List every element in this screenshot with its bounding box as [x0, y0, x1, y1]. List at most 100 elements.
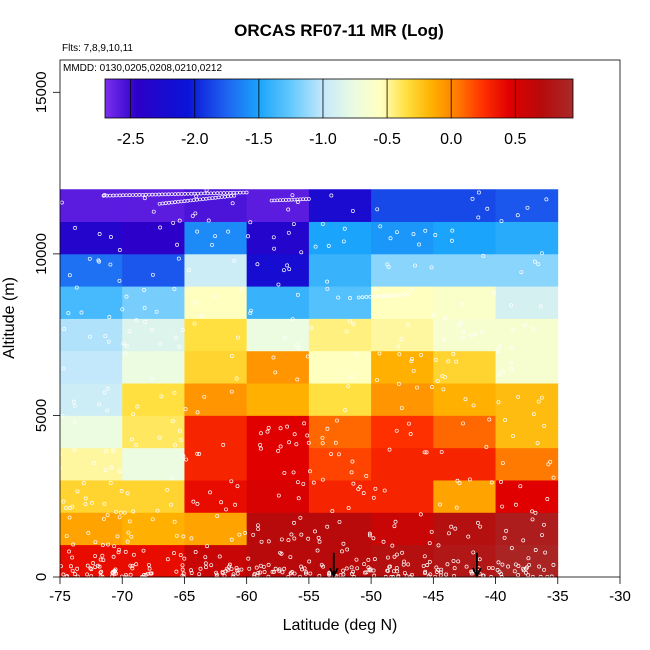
sample-point: [451, 352, 456, 356]
sample-point: [247, 566, 252, 571]
sample-point: [155, 508, 160, 513]
sample-point: [434, 569, 439, 574]
sample-point: [466, 534, 471, 539]
heatmap-cell: [495, 253, 559, 287]
sample-point: [87, 256, 92, 261]
sample-point: [111, 448, 116, 453]
sample-point: [546, 462, 551, 467]
sample-point: [386, 568, 390, 573]
sample-point: [371, 536, 376, 541]
sample-point: [97, 402, 101, 407]
sample-point: [457, 481, 462, 486]
sample-point: [181, 534, 186, 539]
heatmap-cell: [495, 415, 559, 449]
heatmap-cell: [308, 480, 372, 513]
sample-point: [320, 477, 325, 482]
sample-point: [358, 484, 363, 489]
sample-point: [361, 491, 366, 496]
marker-arrow-head: [328, 567, 339, 579]
sample-point: [63, 505, 68, 510]
sample-point: [237, 532, 242, 537]
sample-point: [521, 538, 526, 543]
sample-point: [83, 502, 88, 507]
sample-point: [470, 196, 475, 201]
sample-point: [173, 443, 178, 448]
heatmap-cell: [246, 480, 310, 513]
sample-point: [341, 572, 346, 577]
sample-point: [214, 572, 219, 577]
sample-point: [130, 566, 135, 571]
heatmap-cell: [60, 512, 123, 546]
sample-point: [419, 353, 424, 357]
heatmap-cell: [246, 447, 310, 481]
sample-point: [538, 304, 543, 309]
sample-point: [172, 286, 177, 291]
sample-point: [527, 562, 532, 567]
sample-point: [150, 272, 155, 277]
x-axis: -75 -70 -65 -60 -55 -50 -45 -40 -35 -30: [49, 577, 631, 605]
sample-point: [411, 232, 416, 237]
sample-point: [410, 357, 414, 361]
sample-point: [433, 233, 438, 237]
sample-point: [413, 263, 417, 268]
sample-point: [61, 499, 66, 504]
sample-point: [111, 554, 116, 559]
sample-point: [62, 327, 67, 331]
sample-point: [177, 218, 182, 223]
sample-point: [371, 568, 376, 573]
sample-point: [366, 565, 371, 570]
sample-point: [184, 457, 189, 462]
heatmap-cell: [433, 189, 496, 222]
sample-point: [69, 564, 73, 569]
sample-point: [337, 519, 342, 524]
heatmap-cell: [122, 221, 185, 255]
sample-point: [101, 516, 106, 521]
sample-point: [151, 209, 156, 214]
sample-point: [536, 399, 541, 404]
sample-point: [486, 565, 491, 570]
sample-point: [266, 562, 271, 567]
sample-point: [355, 566, 360, 571]
sample-point: [461, 421, 465, 426]
sample-point: [72, 403, 77, 408]
sample-point: [192, 321, 197, 326]
sample-point: [105, 386, 110, 391]
sample-point: [258, 443, 263, 447]
sample-point: [387, 564, 392, 569]
sample-point: [248, 308, 253, 313]
sample-point: [510, 328, 515, 333]
sample-point: [345, 547, 350, 552]
sample-point: [388, 236, 393, 241]
sample-point: [535, 441, 540, 446]
sample-point: [342, 226, 347, 231]
sample-point: [61, 366, 66, 371]
heatmap-cell: [60, 415, 123, 449]
sample-point: [296, 496, 301, 501]
sample-point: [438, 570, 443, 575]
sample-point: [385, 262, 390, 267]
sample-point: [484, 445, 489, 449]
heatmap-cell: [433, 383, 496, 416]
sample-point: [71, 542, 76, 547]
heatmap-cell: [371, 383, 434, 416]
sample-point: [147, 566, 152, 571]
heatmap-cell: [60, 447, 123, 481]
heatmap-cell: [308, 221, 372, 255]
sample-point: [393, 519, 398, 524]
sample-point: [525, 565, 529, 570]
sample-point: [193, 211, 198, 216]
sample-point: [231, 574, 236, 579]
sample-point: [506, 564, 511, 569]
heatmap-cell: [246, 318, 310, 352]
sample-point: [551, 475, 556, 480]
sample-point: [496, 400, 501, 405]
y-axis: 0 5000 10000 15000: [33, 71, 60, 581]
sample-point: [373, 486, 378, 491]
sample-point: [195, 451, 200, 456]
sample-point: [467, 477, 472, 482]
heatmap-cell: [495, 221, 559, 255]
sample-point: [320, 441, 325, 446]
sample-point: [509, 360, 513, 365]
sample-point: [175, 242, 180, 247]
sample-point: [451, 558, 456, 563]
